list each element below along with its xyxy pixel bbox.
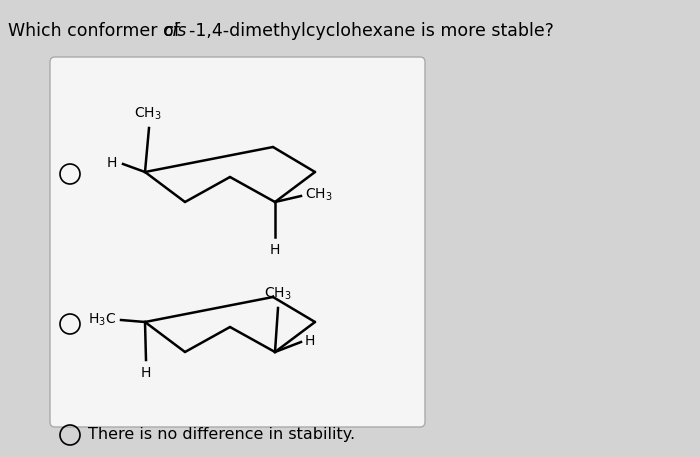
FancyBboxPatch shape — [50, 57, 425, 427]
Text: H: H — [141, 366, 151, 380]
Text: -1,4-dimethylcyclohexane is more stable?: -1,4-dimethylcyclohexane is more stable? — [189, 22, 554, 40]
Text: CH$_3$: CH$_3$ — [264, 286, 292, 302]
Text: H: H — [305, 334, 316, 348]
Text: H: H — [106, 156, 117, 170]
Text: CH$_3$: CH$_3$ — [305, 187, 332, 203]
Text: CH$_3$: CH$_3$ — [134, 106, 162, 122]
Text: H$_3$C: H$_3$C — [88, 312, 116, 328]
Text: Which conformer of: Which conformer of — [8, 22, 186, 40]
Text: There is no difference in stability.: There is no difference in stability. — [88, 427, 355, 442]
Text: H: H — [270, 243, 280, 257]
Text: cis: cis — [163, 22, 186, 40]
